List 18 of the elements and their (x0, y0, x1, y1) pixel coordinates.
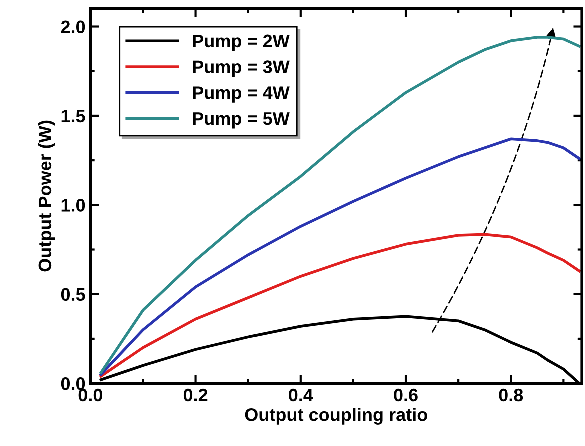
line-series (100, 233, 581, 378)
x-axis-title: Output coupling ratio (245, 408, 428, 425)
x-tick-label: 0.8 (499, 388, 524, 402)
y-tick-label: 2.0 (61, 20, 86, 34)
legend-label: Pump = 4W (193, 86, 290, 103)
y-tick-label: 0.5 (61, 288, 86, 302)
y-tick-label: 0.0 (61, 377, 86, 390)
legend-label: Pump = 3W (193, 60, 290, 78)
x-tick-label: 0.0 (78, 388, 102, 402)
y-tick-label: 1.0 (62, 199, 86, 212)
line-series (100, 138, 581, 376)
legend-label: Pump = 2W (193, 34, 290, 52)
y-axis-title: Output Power (W) (38, 120, 56, 272)
y-tick-label: 1.5 (62, 110, 86, 123)
x-tick-label: 0.2 (184, 388, 208, 402)
x-tick-label: 0.6 (394, 388, 418, 402)
x-tick-label: 0.4 (289, 388, 314, 402)
legend-label: Pump = 5W (193, 112, 290, 129)
